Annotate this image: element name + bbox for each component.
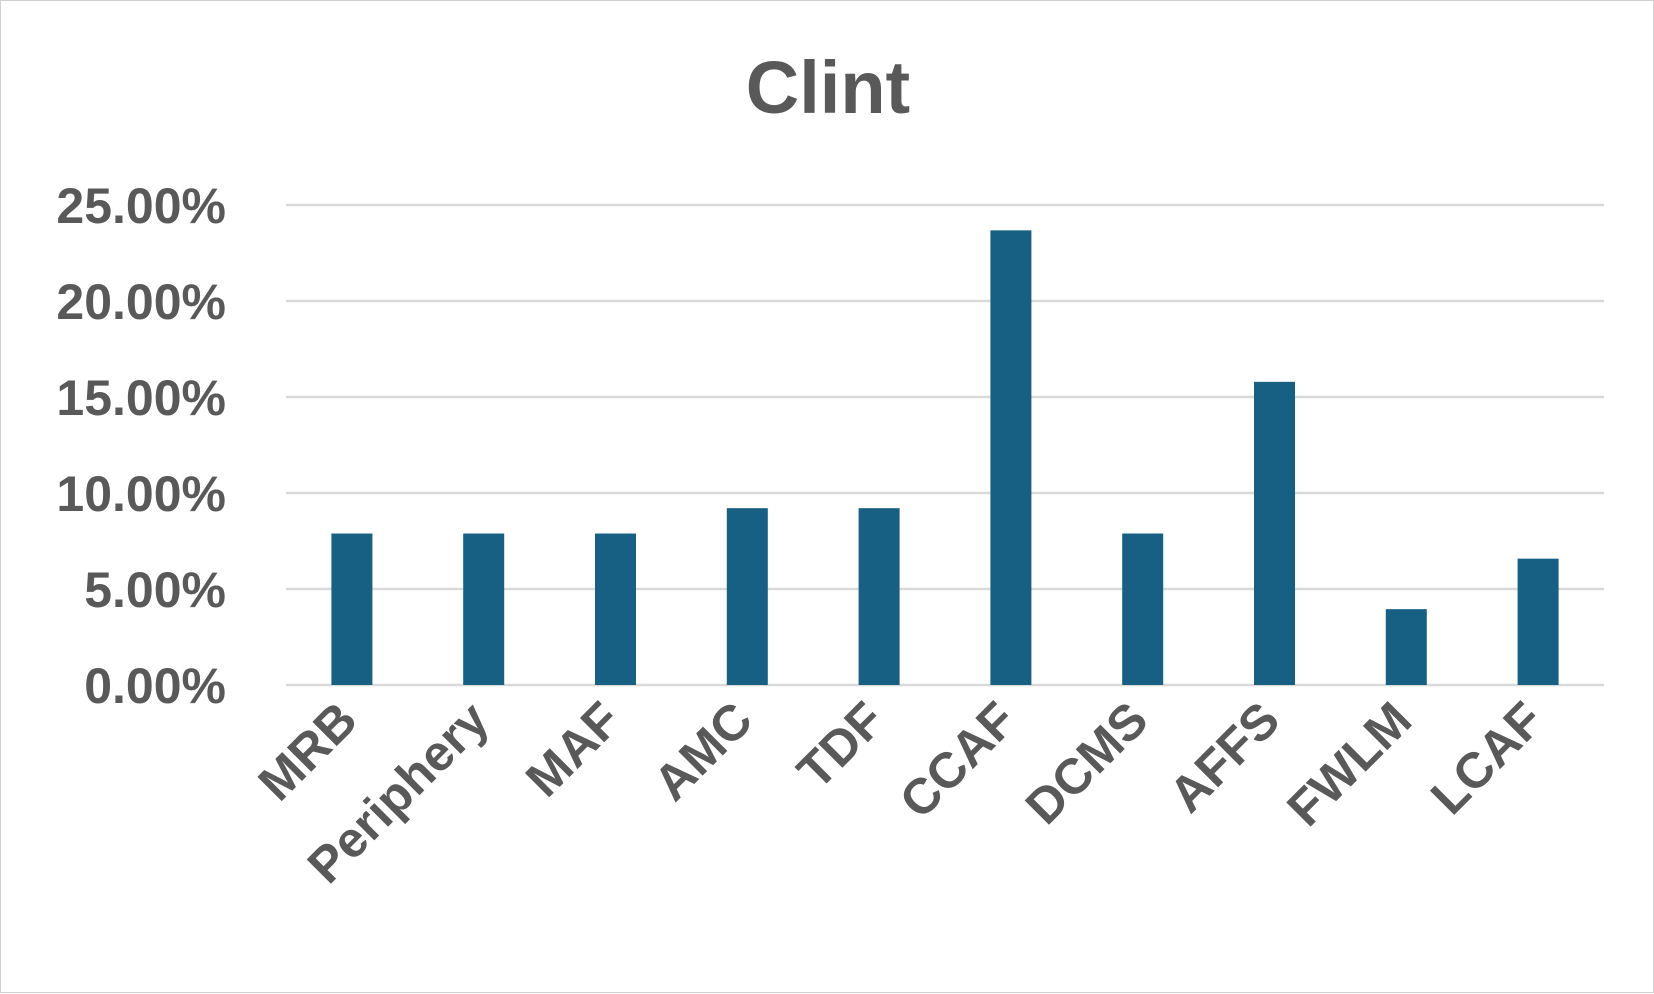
bar-ccaf — [990, 230, 1032, 685]
x-tick-label: AFFS — [1158, 691, 1290, 823]
bar-maf — [595, 533, 636, 685]
x-tick-label: MRB — [248, 691, 368, 811]
x-tick-label: AMC — [643, 691, 763, 811]
bar-tdf — [858, 508, 900, 685]
bar-mrb — [331, 533, 373, 685]
y-tick-label: 20.00% — [56, 274, 226, 330]
bar-dcms — [1122, 533, 1164, 685]
y-tick-label: 0.00% — [84, 658, 226, 714]
y-tick-label: 10.00% — [56, 466, 226, 522]
y-tick-label: 25.00% — [56, 178, 226, 234]
x-tick-label: FWLM — [1276, 691, 1422, 837]
bars — [331, 230, 1559, 685]
bar-amc — [726, 508, 768, 685]
x-tick-label: LCAF — [1420, 691, 1554, 825]
bar-affs — [1254, 381, 1295, 685]
x-tick-label: CCAF — [889, 691, 1027, 829]
chart-title: Clint — [746, 46, 910, 129]
y-tick-label: 15.00% — [56, 370, 226, 426]
x-tick-label: TDF — [787, 691, 895, 799]
bar-fwlm — [1385, 609, 1427, 685]
x-tick-label: MAF — [515, 691, 631, 807]
gridlines — [286, 203, 1604, 687]
bar-periphery — [463, 533, 505, 685]
y-tick-label: 5.00% — [84, 562, 226, 618]
y-axis-ticks: 0.00% 5.00% 10.00% 15.00% 20.00% 25.00% — [56, 178, 226, 714]
x-tick-label: DCMS — [1015, 691, 1159, 835]
bar-lcaf — [1517, 558, 1559, 685]
